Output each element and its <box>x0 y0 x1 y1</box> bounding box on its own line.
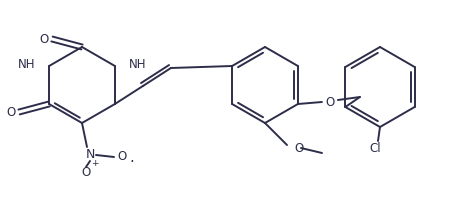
Text: O: O <box>325 96 335 109</box>
Text: NH: NH <box>18 58 35 71</box>
Text: +: + <box>91 159 99 167</box>
Text: O: O <box>6 106 16 119</box>
Text: N: N <box>85 149 95 162</box>
Text: O: O <box>81 166 91 179</box>
Text: ·: · <box>130 154 134 169</box>
Text: O: O <box>39 33 49 46</box>
Text: O: O <box>294 141 303 154</box>
Text: Cl: Cl <box>369 142 381 155</box>
Text: O: O <box>118 151 126 164</box>
Text: NH: NH <box>129 58 146 71</box>
